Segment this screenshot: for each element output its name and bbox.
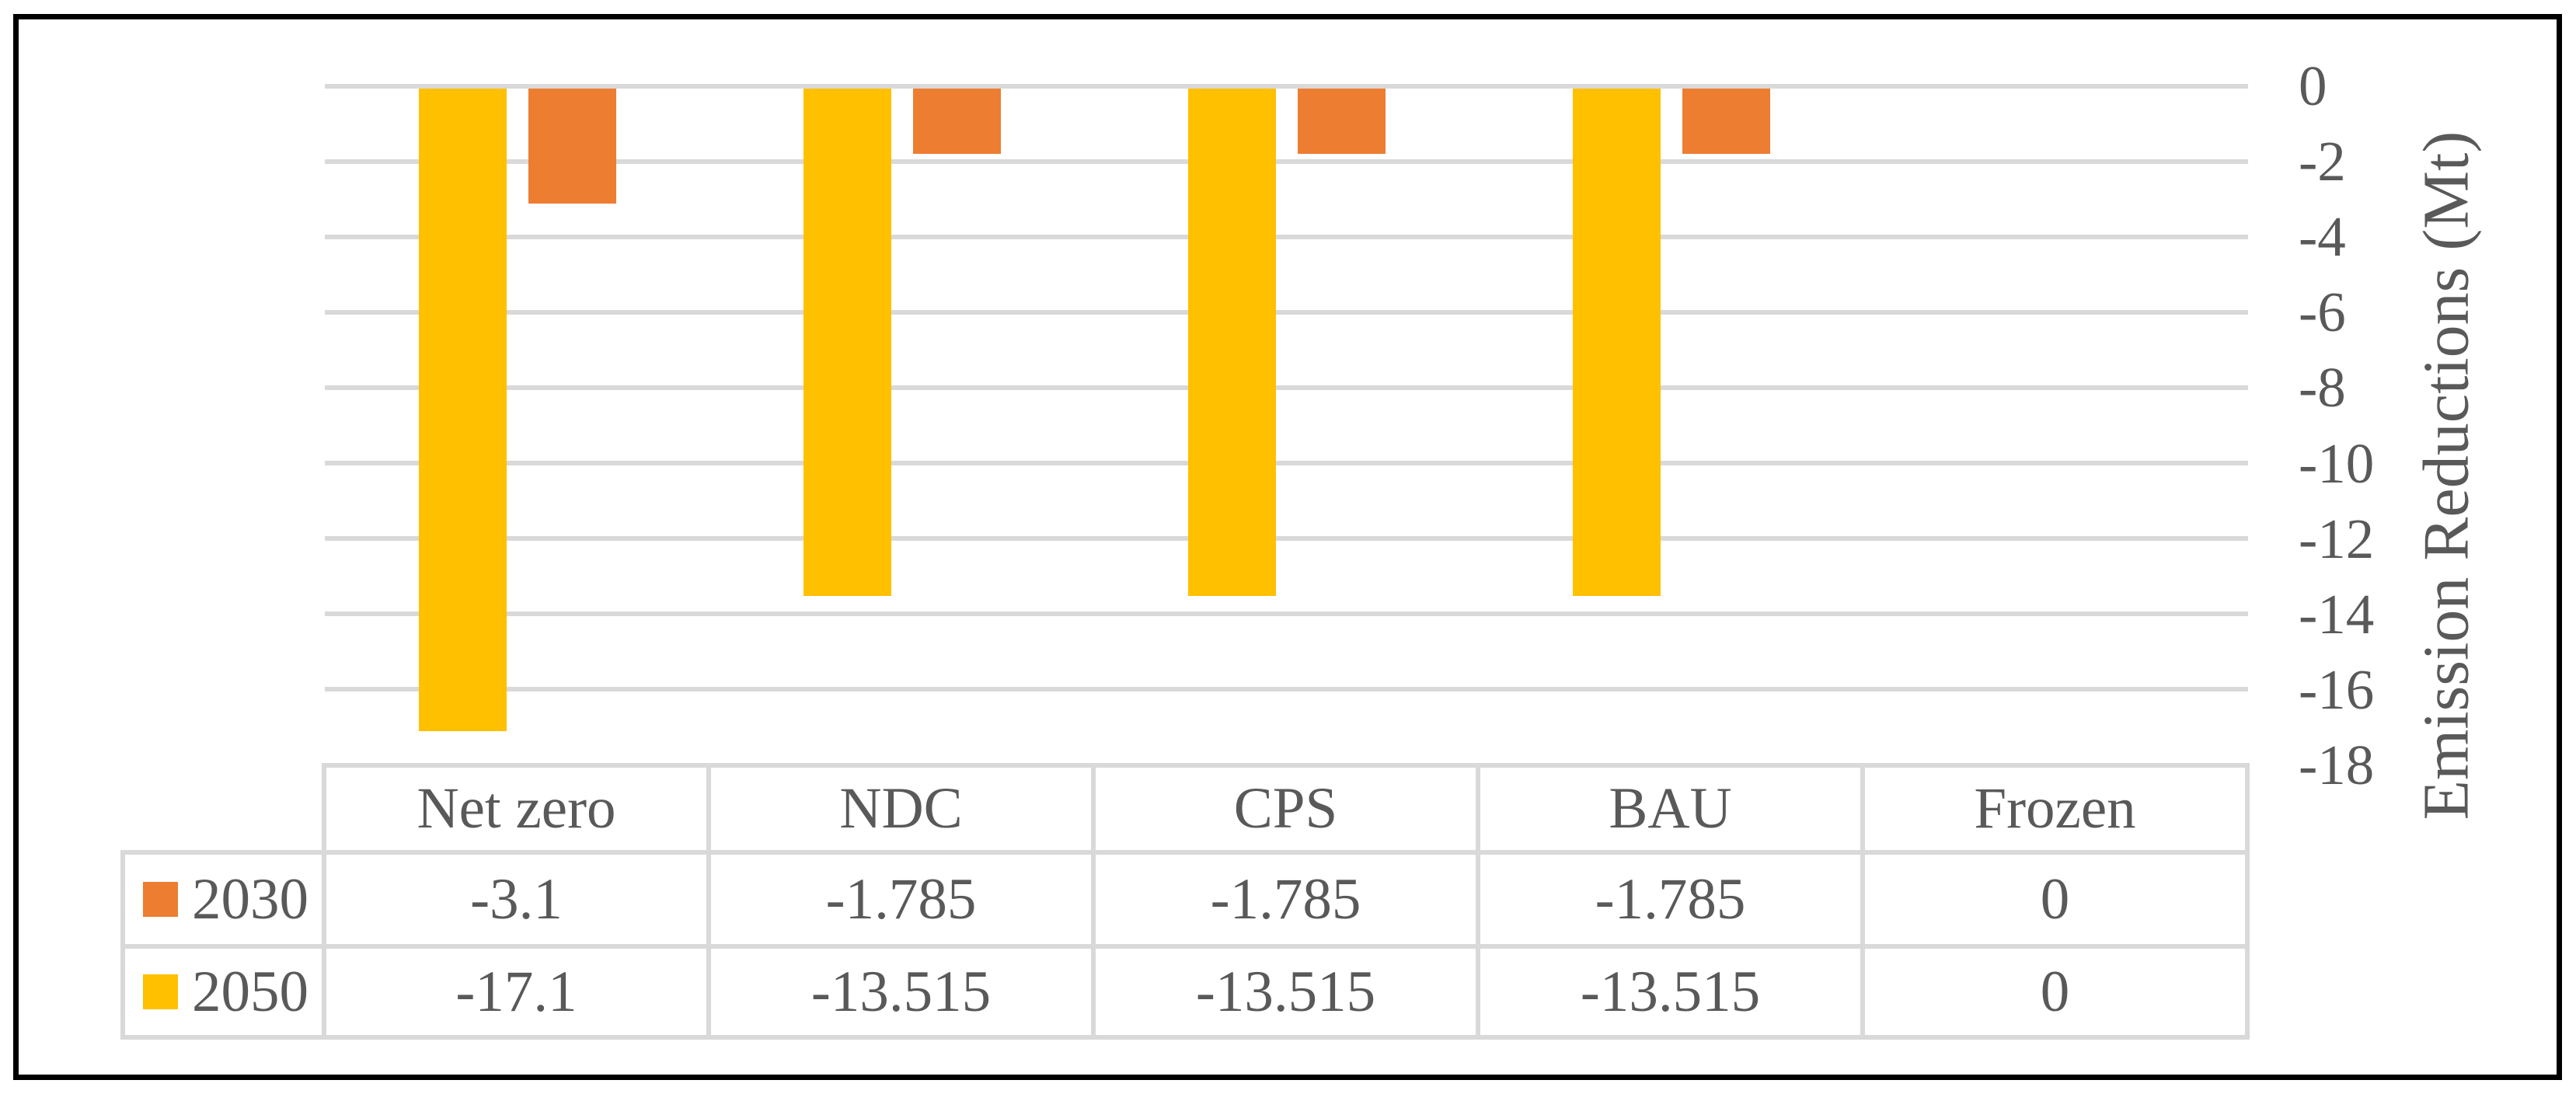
legend-swatch-2050 xyxy=(143,974,178,1009)
bar-2030-ndc xyxy=(912,89,1001,154)
bar-2050-net-zero xyxy=(418,89,507,731)
cell-2050-ndc: -13.515 xyxy=(706,944,1096,1040)
bar-2030-cps xyxy=(1297,89,1386,154)
gridline xyxy=(325,461,2248,465)
cell-2030-ndc: -1.785 xyxy=(706,850,1096,949)
row-label-cell-2030: 2030 xyxy=(120,850,326,949)
gridline xyxy=(325,84,2248,89)
y-axis-tick-label: -4 xyxy=(2299,205,2346,269)
y-axis-tick-label: -2 xyxy=(2299,130,2346,193)
table-row-2030: 2030 -3.1 -1.785 -1.785 -1.785 0 xyxy=(120,850,2250,949)
gridline xyxy=(325,536,2248,541)
row-label-2050: 2050 xyxy=(192,959,308,1024)
y-axis-tick-label: -16 xyxy=(2299,657,2375,721)
bar-2050-ndc xyxy=(803,89,891,596)
y-axis-tick-label: -18 xyxy=(2299,733,2375,796)
row-label-2030: 2030 xyxy=(192,866,308,932)
y-axis-tick-label: -12 xyxy=(2299,507,2375,570)
column-header-cps: CPS xyxy=(1091,763,1480,855)
gridline xyxy=(325,310,2248,315)
chart-outer-border xyxy=(13,14,2562,1080)
cell-2030-net-zero: -3.1 xyxy=(322,850,711,949)
row-label-cell-2050: 2050 xyxy=(120,944,326,1040)
data-table-header-row: Net zero NDC CPS BAU Frozen xyxy=(123,763,2250,855)
column-header-frozen: Frozen xyxy=(1860,763,2250,855)
column-header-bau: BAU xyxy=(1476,763,1865,855)
gridline xyxy=(325,611,2248,616)
cell-2030-cps: -1.785 xyxy=(1091,850,1480,949)
column-header-ndc: NDC xyxy=(706,763,1096,855)
data-table: Net zero NDC CPS BAU Frozen 2030 -3.1 -1… xyxy=(120,763,2250,1040)
cell-2050-net-zero: -17.1 xyxy=(322,944,711,1040)
table-row-2050: 2050 -17.1 -13.515 -13.515 -13.515 0 xyxy=(120,944,2250,1040)
y-axis-tick-label: -8 xyxy=(2299,356,2346,420)
y-axis-tick-label: -6 xyxy=(2299,280,2346,344)
cell-2050-cps: -13.515 xyxy=(1091,944,1480,1040)
y-axis-title: Emission Reductions (Mt) xyxy=(2410,131,2483,820)
y-axis-tick-label: -10 xyxy=(2299,431,2375,495)
gridline xyxy=(325,385,2248,390)
bar-2050-bau xyxy=(1572,89,1661,596)
column-header-net-zero: Net zero xyxy=(322,763,711,855)
gridline xyxy=(325,687,2248,692)
gridline xyxy=(325,235,2248,239)
bar-2030-net-zero xyxy=(528,89,616,204)
cell-2030-frozen: 0 xyxy=(1860,850,2250,949)
y-axis-tick-label: -14 xyxy=(2299,582,2375,646)
legend-swatch-2030 xyxy=(143,882,178,917)
y-axis-tick-label: 0 xyxy=(2299,54,2327,117)
bar-2030-bau xyxy=(1682,89,1770,154)
bar-2050-cps xyxy=(1187,89,1276,596)
data-table-corner-cell xyxy=(123,765,326,855)
gridline xyxy=(325,159,2248,164)
cell-2050-bau: -13.515 xyxy=(1476,944,1865,1040)
cell-2030-bau: -1.785 xyxy=(1476,850,1865,949)
cell-2050-frozen: 0 xyxy=(1860,944,2250,1040)
